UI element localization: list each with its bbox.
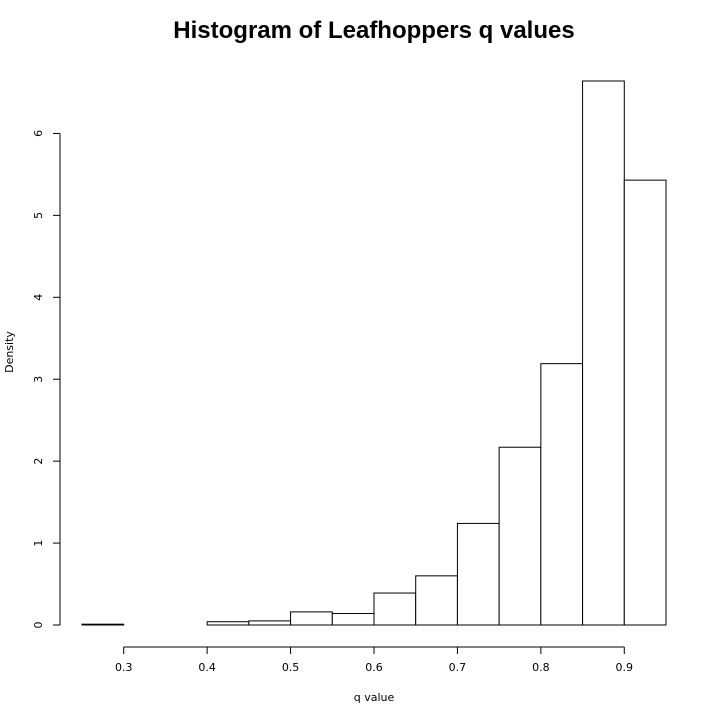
bars-group bbox=[81, 80, 667, 626]
histogram-bar-10 bbox=[498, 446, 542, 626]
y-tick-label: 4 bbox=[32, 294, 45, 301]
x-tick-label: 0.4 bbox=[198, 661, 216, 674]
x-tick-label: 0.9 bbox=[616, 661, 634, 674]
x-tick-label: 0.6 bbox=[365, 661, 383, 674]
histogram-bar-9 bbox=[456, 522, 500, 626]
histogram-bar-3 bbox=[206, 621, 250, 626]
histogram-bar-8 bbox=[415, 575, 458, 626]
x-tick-label: 0.8 bbox=[532, 661, 550, 674]
histogram-bar-11 bbox=[540, 363, 584, 626]
histogram-bar-0 bbox=[81, 623, 125, 626]
y-tick-label: 0 bbox=[32, 622, 45, 629]
y-axis: 0 1 2 3 4 5 6 bbox=[32, 130, 61, 629]
x-axis-label: q value bbox=[354, 691, 395, 704]
histogram-bar-13 bbox=[623, 179, 667, 626]
x-axis: 0.3 0.4 0.5 0.6 0.7 0.8 0.9 bbox=[115, 646, 634, 674]
histogram-bar-5 bbox=[290, 611, 333, 626]
y-tick-label: 6 bbox=[32, 130, 45, 137]
x-tick-label: 0.7 bbox=[449, 661, 467, 674]
y-axis-label: Density bbox=[3, 331, 16, 373]
y-tick-label: 5 bbox=[32, 212, 45, 219]
histogram-bar-7 bbox=[373, 592, 417, 626]
y-tick-label: 2 bbox=[32, 458, 45, 465]
chart-title: Histogram of Leafhoppers q values bbox=[173, 17, 574, 44]
histogram-bar-4 bbox=[248, 620, 292, 626]
y-tick-label: 3 bbox=[32, 376, 45, 383]
x-tick-label: 0.3 bbox=[115, 661, 133, 674]
y-tick-label: 1 bbox=[32, 540, 45, 547]
x-tick-label: 0.5 bbox=[282, 661, 300, 674]
histogram-bar-6 bbox=[331, 613, 375, 626]
histogram-bar-12 bbox=[582, 80, 625, 626]
